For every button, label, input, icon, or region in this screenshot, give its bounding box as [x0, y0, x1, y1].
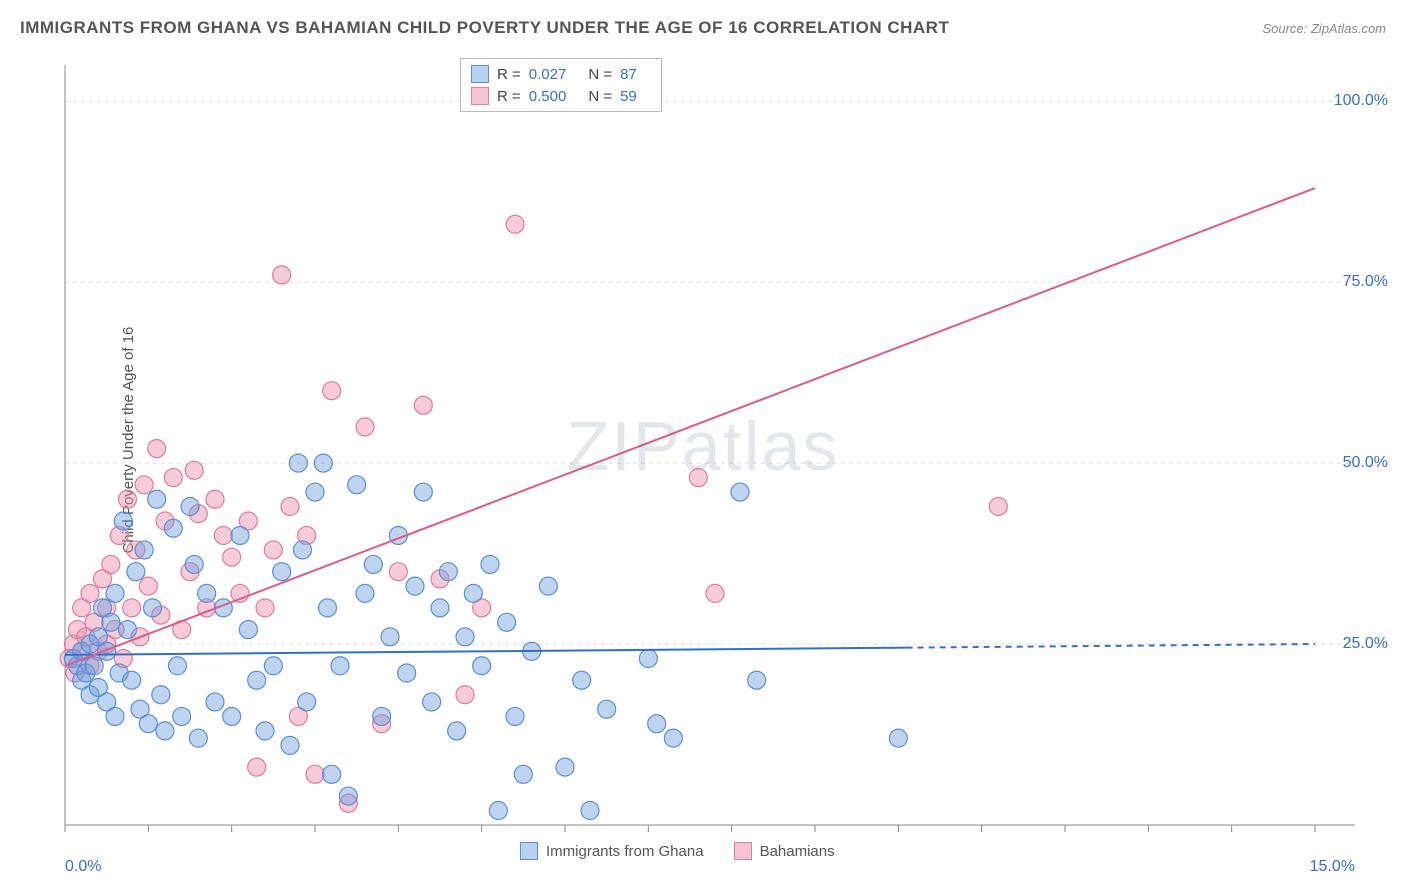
legend-item-bahamians: Bahamians: [734, 842, 835, 860]
stats-row-ghana: R = 0.027 N = 87: [471, 63, 651, 85]
x-tick-label: 15.0%: [1310, 858, 1355, 876]
y-tick-label: 100.0%: [1334, 92, 1388, 110]
correlation-stats-box: R = 0.027 N = 87 R = 0.500 N = 59: [460, 58, 662, 112]
r-label: R =: [497, 88, 521, 105]
scatter-chart-svg: [55, 55, 1365, 835]
stats-row-bahamians: R = 0.500 N = 59: [471, 85, 651, 107]
swatch-bahamians: [471, 87, 489, 105]
x-tick-label: 0.0%: [65, 858, 101, 876]
chart-area: [55, 55, 1365, 835]
y-tick-label: 25.0%: [1343, 635, 1388, 653]
source-attribution: Source: ZipAtlas.com: [1262, 21, 1386, 36]
legend-label-ghana: Immigrants from Ghana: [546, 843, 704, 860]
series-legend: Immigrants from Ghana Bahamians: [520, 842, 835, 860]
bahamians-r-value: 0.500: [529, 88, 567, 105]
swatch-ghana: [471, 65, 489, 83]
ghana-n-value: 87: [620, 66, 637, 83]
r-label: R =: [497, 66, 521, 83]
ghana-r-value: 0.027: [529, 66, 567, 83]
y-tick-label: 50.0%: [1343, 454, 1388, 472]
n-label: N =: [588, 88, 612, 105]
bahamians-n-value: 59: [620, 88, 637, 105]
y-tick-label: 75.0%: [1343, 273, 1388, 291]
legend-label-bahamians: Bahamians: [760, 843, 835, 860]
n-label: N =: [588, 66, 612, 83]
swatch-bahamians: [734, 842, 752, 860]
swatch-ghana: [520, 842, 538, 860]
legend-item-ghana: Immigrants from Ghana: [520, 842, 704, 860]
chart-title: IMMIGRANTS FROM GHANA VS BAHAMIAN CHILD …: [20, 18, 949, 38]
